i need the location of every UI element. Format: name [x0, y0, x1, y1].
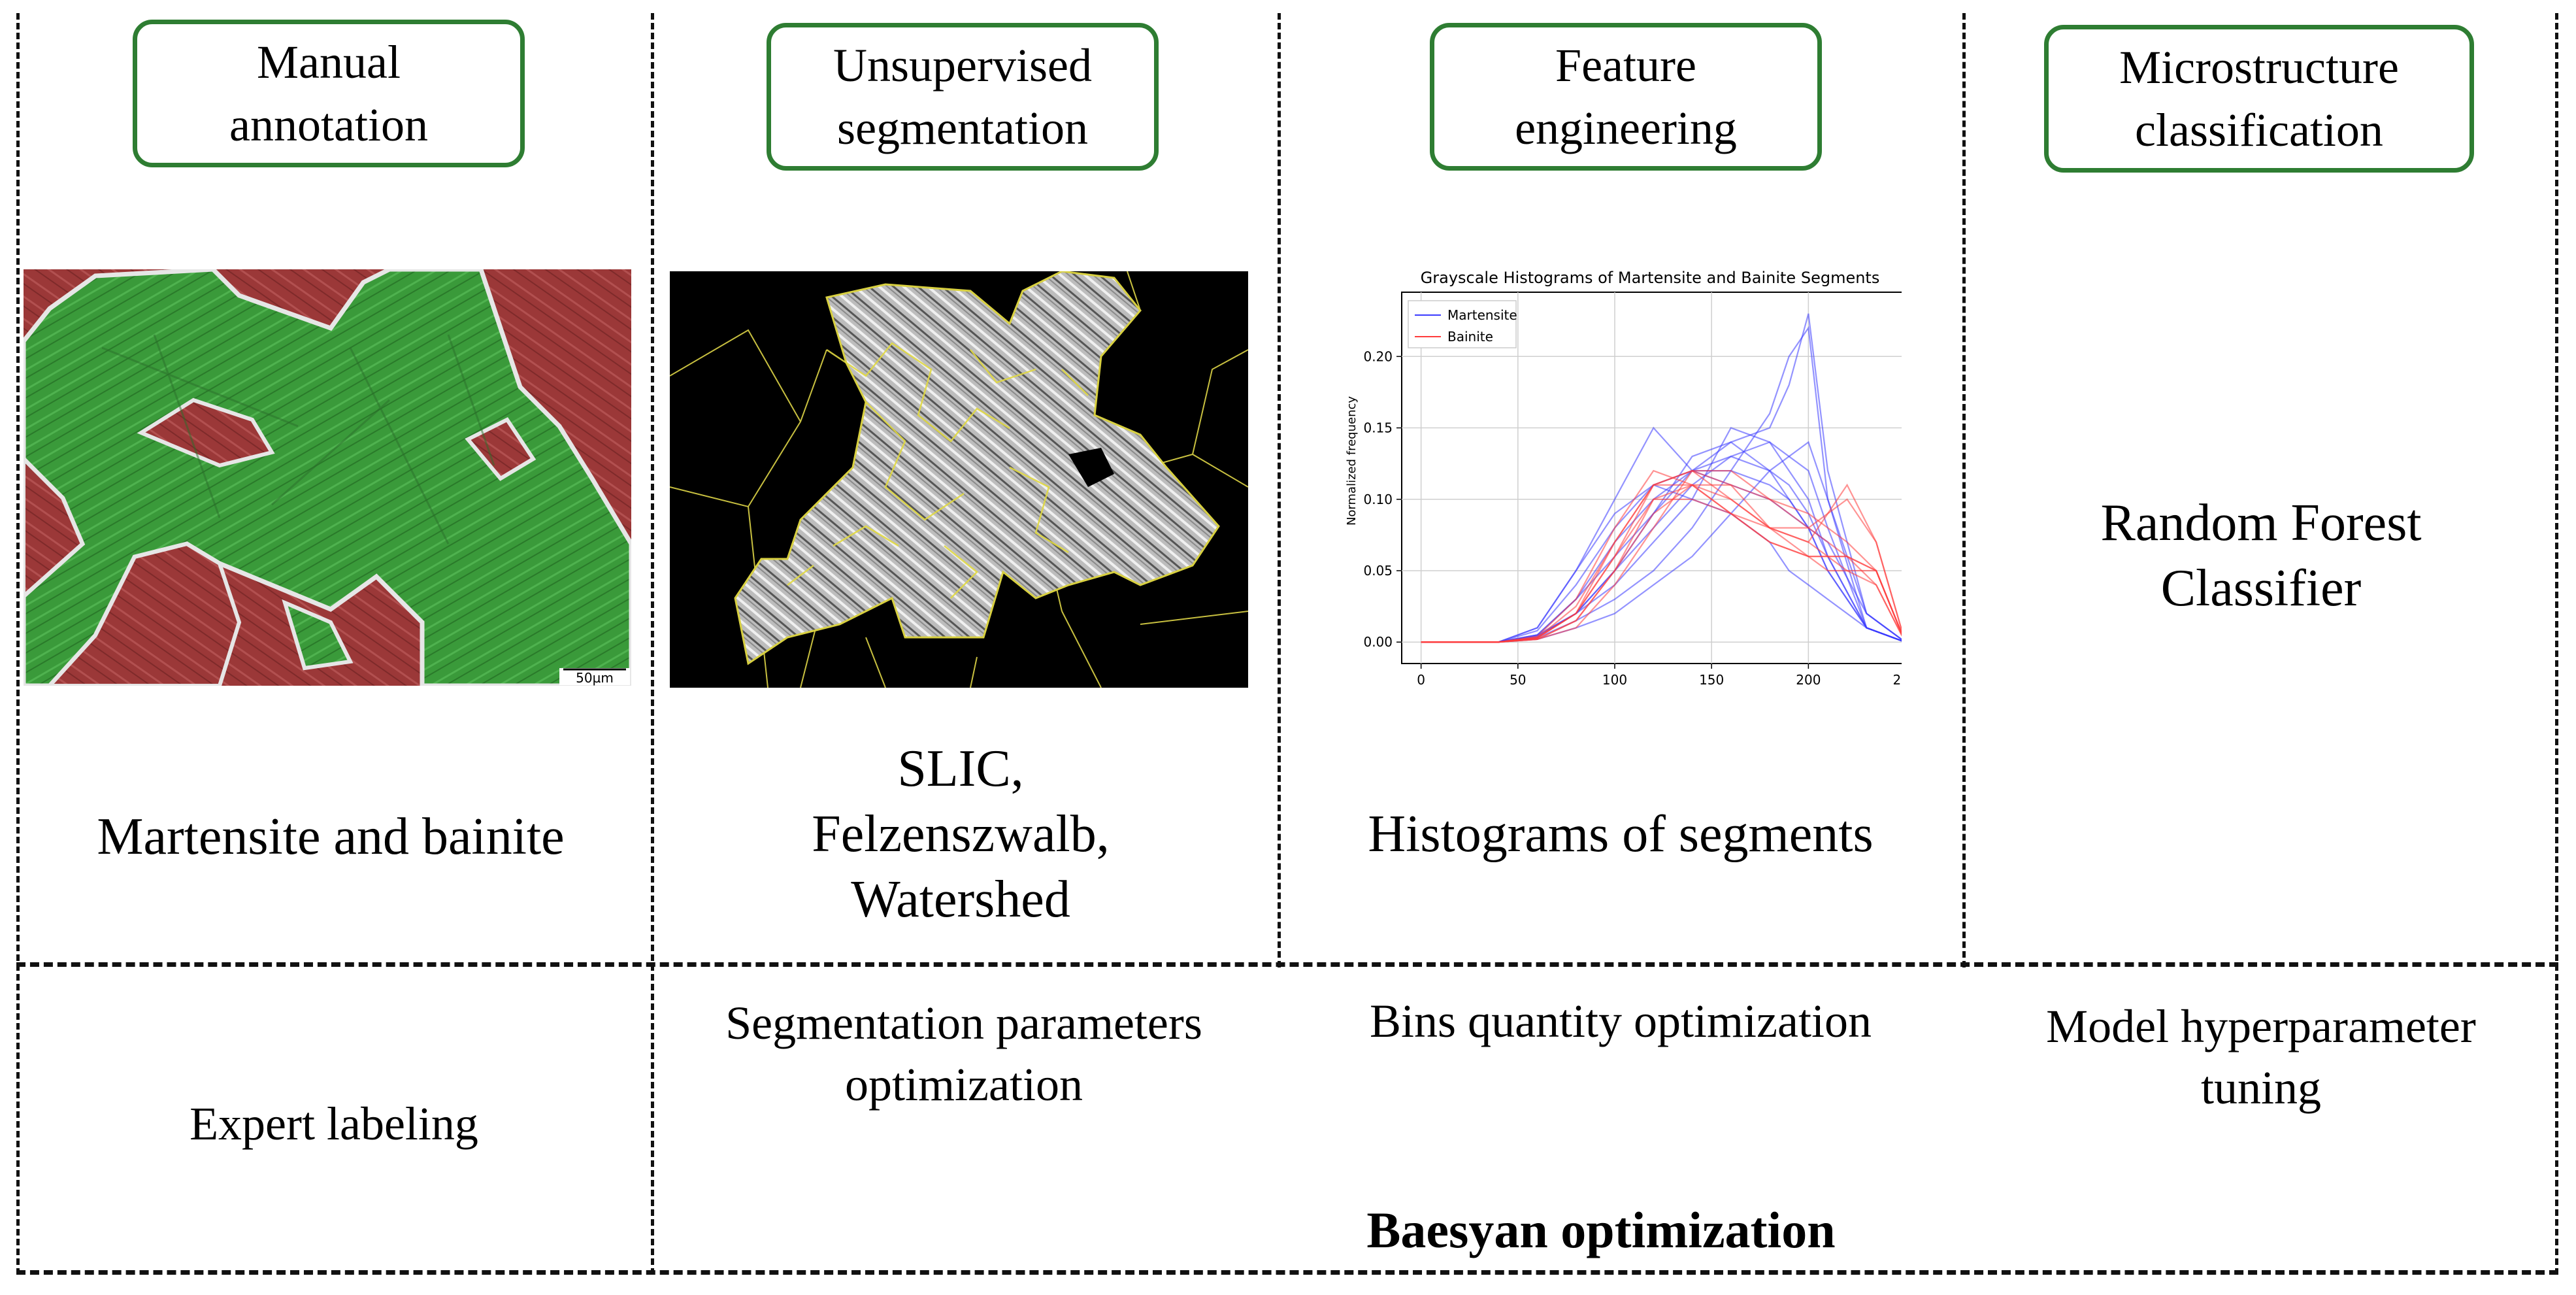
- series-line-bainite: [1421, 484, 1902, 643]
- series-line-martensite: [1421, 441, 1902, 643]
- series-line-bainite: [1421, 483, 1902, 643]
- optimization-line: Bins quantity optimization: [1370, 995, 1872, 1047]
- grain-region: [734, 271, 1220, 665]
- baesyan-optimization-label: Baesyan optimization: [1366, 1202, 1836, 1258]
- caption-line: Martensite and bainite: [97, 808, 565, 866]
- series-line-martensite: [1421, 313, 1902, 643]
- stage-caption-manual-annotation: Martensite and bainite: [24, 804, 638, 869]
- divider-left: [16, 13, 20, 1275]
- scale-bar-label: 50µm: [576, 670, 614, 686]
- stage-title-line2: classification: [2135, 104, 2383, 156]
- bainite-region: [24, 456, 85, 599]
- divider-right: [2555, 13, 2558, 1275]
- caption-line: Felzenszwalb,: [812, 805, 1110, 863]
- chart-title: Grayscale Histograms of Martensite and B…: [1421, 269, 1880, 287]
- y-tick-label: 0.20: [1363, 348, 1393, 364]
- series-line-martensite: [1421, 441, 1902, 643]
- stage-title-line1: Feature: [1555, 39, 1696, 92]
- stage-title-line1: Manual: [257, 36, 401, 88]
- x-tick-label: 50: [1510, 672, 1526, 688]
- stage-box-unsupervised-segmentation: Unsupervised segmentation: [767, 23, 1159, 171]
- legend-label-bainite: Bainite: [1447, 329, 1493, 345]
- series-line-martensite: [1421, 426, 1902, 643]
- optimization-row-bottom: [16, 1270, 2558, 1275]
- stage-box-feature-engineering: Feature engineering: [1430, 23, 1822, 171]
- x-tick-label: 150: [1699, 672, 1724, 688]
- y-tick-label: 0.15: [1363, 420, 1393, 436]
- optimization-bins-quantity: Bins quantity optimization: [1284, 990, 1957, 1052]
- x-tick-label: 200: [1796, 672, 1821, 688]
- divider-1: [651, 13, 654, 1275]
- histogram-chart: Grayscale Histograms of Martensite and B…: [1340, 265, 1902, 696]
- y-tick-label: 0.05: [1363, 563, 1393, 579]
- series-line-martensite: [1421, 441, 1902, 643]
- stage-box-microstructure-classification: Microstructure classification: [2044, 25, 2474, 173]
- bainite-region: [465, 417, 537, 481]
- plot-area: [1401, 292, 1902, 664]
- x-tick-label: 0: [1417, 672, 1425, 688]
- x-tick-label: 250: [1892, 672, 1902, 688]
- optimization-model-hyperparameter: Model hyperparameter tuning: [1973, 996, 2549, 1118]
- stage-title-line1: Microstructure: [2119, 41, 2399, 93]
- stage-caption-microstructure-classification: Random Forest Classifier: [1973, 490, 2549, 621]
- legend-box: [1408, 300, 1517, 348]
- series-lines: [1421, 313, 1902, 643]
- optimization-line: Model hyperparameter: [2046, 1000, 2476, 1052]
- segmentation-image: [670, 271, 1248, 688]
- optimization-row-top: [16, 962, 2558, 967]
- annotated-micrograph: 50µm: [24, 269, 631, 686]
- legend: Martensite Bainite: [1408, 300, 1517, 348]
- stage-title-line2: engineering: [1515, 102, 1737, 154]
- caption-line: SLIC,: [897, 740, 1024, 798]
- optimization-line: optimization: [845, 1058, 1083, 1111]
- stage-box-manual-annotation: Manual annotation: [133, 20, 525, 167]
- bainite-region: [137, 397, 275, 468]
- series-line-bainite: [1421, 469, 1902, 643]
- divider-2: [1278, 13, 1281, 967]
- optimization-segmentation-parameters: Segmentation parameters optimization: [660, 992, 1268, 1115]
- caption-line: Histograms of segments: [1368, 805, 1874, 863]
- legend-label-martensite: Martensite: [1447, 307, 1517, 323]
- bainite-region: [282, 599, 354, 671]
- stage-caption-unsupervised-segmentation: SLIC, Felzenszwalb, Watershed: [660, 736, 1261, 932]
- bainite-region: [46, 541, 242, 686]
- axis-ticks: 0 50 100 150 200 250 0.00 0.05 0.10 0.15 0.20: [1363, 348, 1902, 688]
- y-tick-label: 0.00: [1363, 634, 1393, 650]
- scale-bar-bg: [559, 668, 630, 685]
- series-line-bainite: [1421, 484, 1902, 643]
- caption-line: Classifier: [2160, 560, 2362, 617]
- caption-line: Watershed: [851, 871, 1070, 928]
- stage-caption-feature-engineering: Histograms of segments: [1284, 801, 1957, 867]
- y-axis-label: Normalized frequency: [1345, 396, 1359, 526]
- optimization-line: Segmentation parameters: [725, 997, 1202, 1049]
- stage-title-line2: segmentation: [837, 102, 1088, 154]
- optimization-expert-labeling: Expert labeling: [24, 1093, 644, 1154]
- optimization-line: tuning: [2200, 1062, 2321, 1114]
- divider-3: [1962, 13, 1966, 967]
- series-line-martensite: [1421, 427, 1902, 643]
- caption-line: Random Forest: [2100, 494, 2422, 552]
- optimization-line: Expert labeling: [190, 1098, 478, 1150]
- y-tick-label: 0.10: [1363, 492, 1393, 507]
- stage-title-line1: Unsupervised: [833, 39, 1092, 92]
- x-tick-label: 100: [1602, 672, 1627, 688]
- series-line-bainite: [1421, 470, 1902, 643]
- stage-title-line2: annotation: [229, 99, 428, 151]
